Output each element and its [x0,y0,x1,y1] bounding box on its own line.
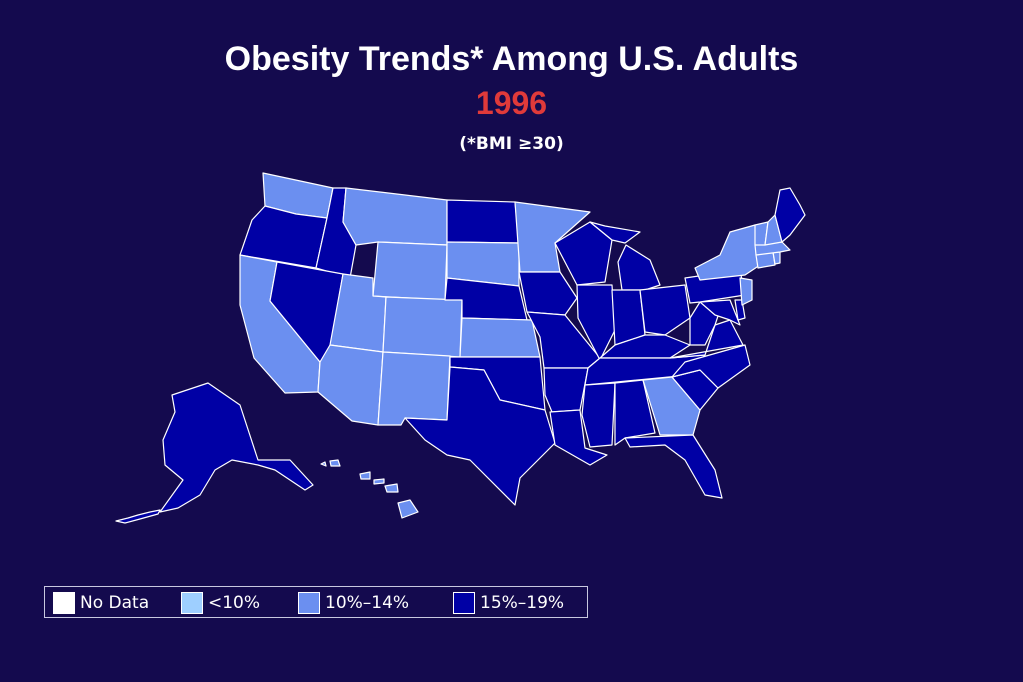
state-oh [639,284,691,336]
state-co [382,296,463,358]
legend-label-10-14: 10%–14% [325,593,410,613]
state-hi-molokai [373,478,385,485]
map-title: Obesity Trends* Among U.S. Adults [224,40,799,78]
legend-item-lt10: <10% [181,592,260,614]
state-md [699,299,741,326]
legend-item-15-19: 15%–19% [453,592,564,614]
state-ny [694,224,761,281]
legend-swatch-no-data [53,592,75,614]
state-ks [459,317,541,358]
state-il [576,284,616,361]
state-me [774,187,806,243]
state-wy [372,241,448,301]
state-nc [671,344,751,389]
legend-item-no-data: No Data [53,592,149,614]
legend-label-no-data: No Data [80,593,150,613]
legend-item-10-14: 10%–14% [298,592,409,614]
legend-label-lt10: <10% [208,593,261,613]
state-ar [543,367,589,413]
state-hi-big [397,499,419,519]
state-ms [581,382,616,448]
state-mn [514,201,591,273]
state-la [549,409,608,466]
map-subtitle: (*BMI ≥30) [459,134,564,154]
legend-label-15-19: 15%–19% [480,593,565,613]
state-nm [377,351,451,426]
state-ky [599,334,691,359]
state-tx [404,366,556,506]
map-year: 1996 [475,85,548,121]
state-mt [342,187,448,246]
legend: No Data <10% 10%–14% 15%–19% [44,586,588,618]
legend-swatch-lt10 [181,592,203,614]
state-ga [642,376,701,436]
legend-swatch-10-14 [298,592,320,614]
state-va [669,319,744,359]
state-nj [739,277,753,306]
state-hi-maui [384,483,399,493]
legend-swatch-15-19 [453,592,475,614]
state-ak [159,382,314,513]
state-hi-kauai [329,459,341,467]
state-wi [554,221,613,286]
state-fl [624,434,723,499]
state-nd [446,199,520,244]
state-hi-niihau [320,461,327,467]
state-mi [617,244,661,291]
state-hi-oahu [359,471,371,480]
state-az [317,344,384,426]
state-mi-up [589,221,641,244]
state-al [614,379,656,446]
state-ia [518,271,578,316]
state-ak-islands [115,509,161,524]
